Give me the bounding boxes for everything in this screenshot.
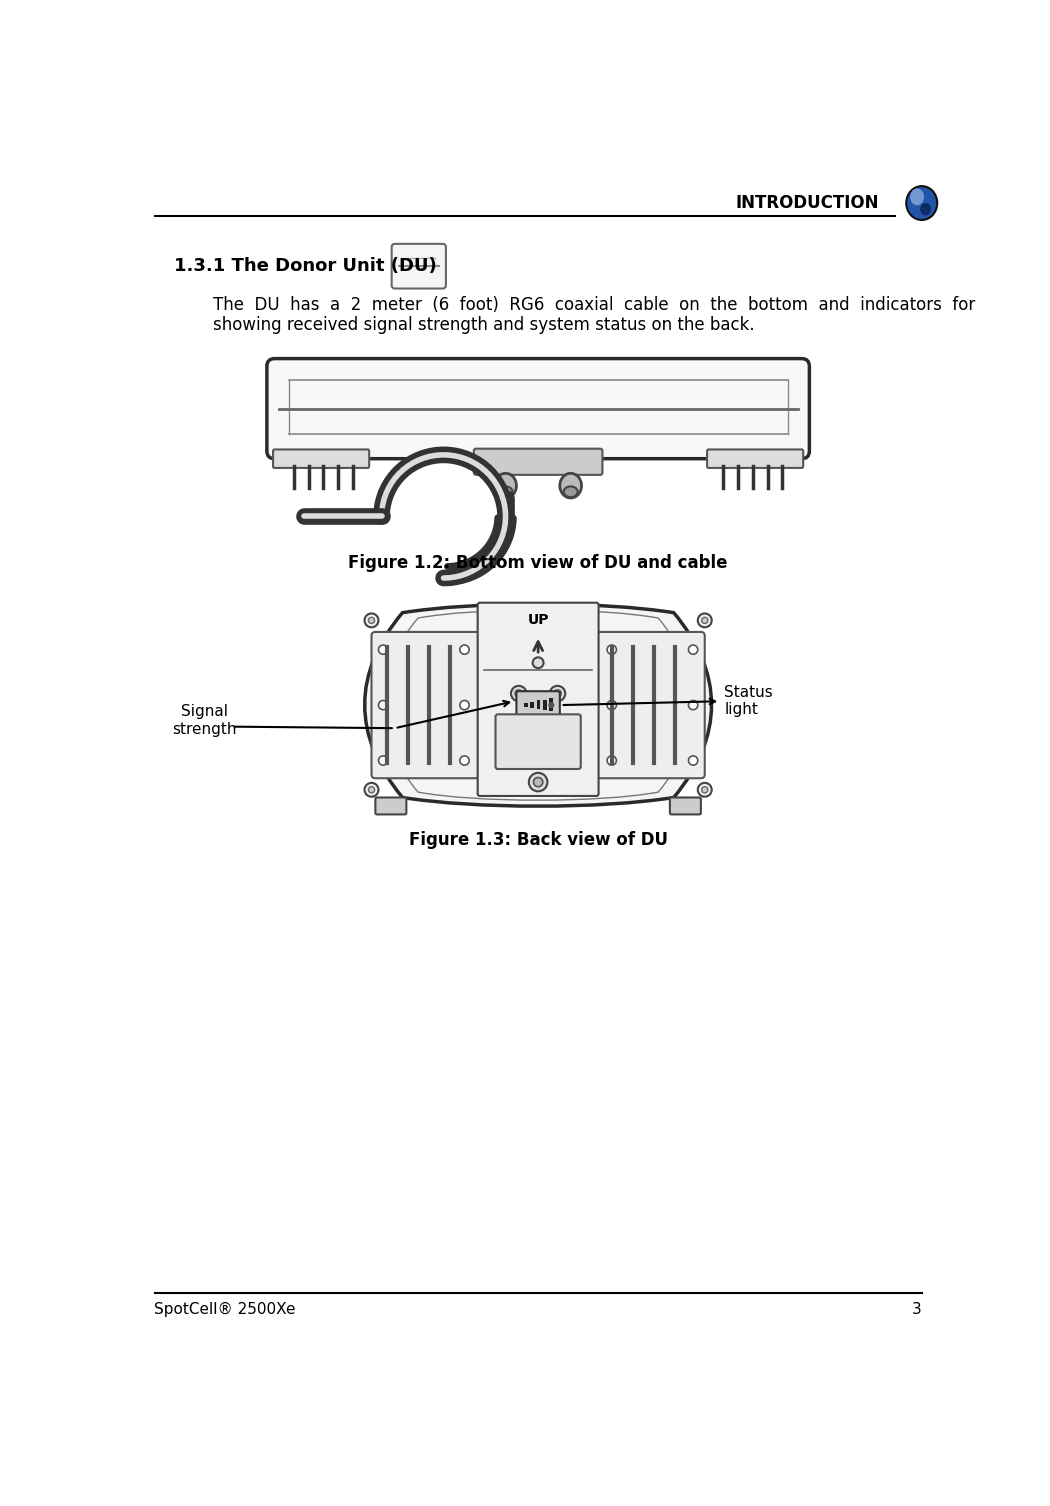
Circle shape bbox=[369, 617, 375, 623]
FancyBboxPatch shape bbox=[372, 633, 480, 779]
Circle shape bbox=[460, 756, 469, 765]
FancyBboxPatch shape bbox=[496, 714, 581, 770]
Ellipse shape bbox=[560, 473, 582, 498]
Circle shape bbox=[698, 783, 712, 797]
Circle shape bbox=[607, 756, 616, 765]
Circle shape bbox=[553, 690, 562, 697]
Ellipse shape bbox=[564, 486, 578, 497]
Text: Status
light: Status light bbox=[724, 685, 773, 717]
Circle shape bbox=[550, 724, 565, 739]
Circle shape bbox=[378, 700, 387, 709]
Text: SpotCell® 2500Xe: SpotCell® 2500Xe bbox=[154, 1303, 296, 1318]
Text: 3: 3 bbox=[912, 1303, 922, 1318]
Circle shape bbox=[364, 783, 378, 797]
Circle shape bbox=[550, 685, 565, 702]
FancyBboxPatch shape bbox=[267, 358, 810, 459]
Circle shape bbox=[689, 756, 698, 765]
Circle shape bbox=[548, 702, 554, 708]
Circle shape bbox=[689, 645, 698, 654]
Ellipse shape bbox=[920, 203, 931, 215]
Bar bbox=[524, 703, 528, 706]
Bar bbox=[537, 700, 541, 709]
Circle shape bbox=[529, 773, 547, 791]
Circle shape bbox=[460, 645, 469, 654]
Circle shape bbox=[689, 700, 698, 709]
Circle shape bbox=[364, 613, 378, 628]
Circle shape bbox=[698, 613, 712, 628]
Circle shape bbox=[607, 700, 616, 709]
Circle shape bbox=[533, 777, 543, 786]
Text: Figure 1.2: Bottom view of DU and cable: Figure 1.2: Bottom view of DU and cable bbox=[349, 554, 728, 572]
Bar bbox=[543, 700, 547, 711]
Ellipse shape bbox=[910, 188, 924, 205]
FancyBboxPatch shape bbox=[376, 798, 406, 815]
FancyBboxPatch shape bbox=[517, 691, 560, 718]
Ellipse shape bbox=[906, 187, 938, 220]
Circle shape bbox=[514, 690, 523, 697]
Circle shape bbox=[369, 786, 375, 792]
Text: Figure 1.3: Back view of DU: Figure 1.3: Back view of DU bbox=[408, 831, 668, 849]
Ellipse shape bbox=[495, 473, 517, 498]
Circle shape bbox=[701, 786, 708, 792]
Circle shape bbox=[514, 729, 523, 736]
Circle shape bbox=[460, 700, 469, 709]
FancyBboxPatch shape bbox=[478, 602, 598, 797]
Bar bbox=[530, 702, 534, 708]
PathPatch shape bbox=[364, 604, 712, 806]
Text: INTRODUCTION: INTRODUCTION bbox=[736, 194, 879, 212]
Circle shape bbox=[511, 724, 526, 739]
FancyBboxPatch shape bbox=[474, 449, 603, 474]
Ellipse shape bbox=[499, 486, 512, 497]
FancyBboxPatch shape bbox=[707, 449, 803, 468]
Text: Signal
strength: Signal strength bbox=[172, 705, 237, 736]
FancyBboxPatch shape bbox=[670, 798, 701, 815]
Text: The  DU  has  a  2  meter  (6  foot)  RG6  coaxial  cable  on  the  bottom  and : The DU has a 2 meter (6 foot) RG6 coaxia… bbox=[212, 295, 974, 313]
Text: showing received signal strength and system status on the back.: showing received signal strength and sys… bbox=[212, 316, 754, 334]
Circle shape bbox=[378, 645, 387, 654]
Text: UP: UP bbox=[527, 613, 549, 628]
FancyBboxPatch shape bbox=[596, 633, 705, 779]
Circle shape bbox=[701, 617, 708, 623]
Bar bbox=[549, 699, 553, 711]
Circle shape bbox=[553, 729, 562, 736]
FancyBboxPatch shape bbox=[392, 244, 446, 289]
Circle shape bbox=[607, 645, 616, 654]
Circle shape bbox=[511, 685, 526, 702]
Text: 1.3.1 The Donor Unit (DU): 1.3.1 The Donor Unit (DU) bbox=[174, 258, 437, 276]
FancyBboxPatch shape bbox=[273, 449, 370, 468]
Circle shape bbox=[532, 657, 544, 669]
Circle shape bbox=[378, 756, 387, 765]
